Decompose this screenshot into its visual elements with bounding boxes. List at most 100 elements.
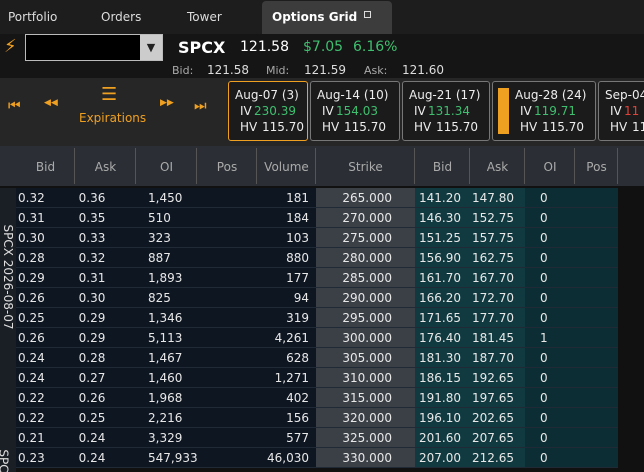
tab[interactable]: Options Grid <box>272 10 358 24</box>
cell[interactable]: 177.70 <box>472 311 514 325</box>
cell[interactable]: 147.80 <box>472 191 514 205</box>
cell[interactable]: 0.24 <box>78 431 106 445</box>
cell[interactable]: 5,113 <box>148 331 183 345</box>
cell[interactable]: 0.22 <box>18 411 45 425</box>
cell[interactable]: 0.21 <box>18 431 45 445</box>
cell[interactable]: 166.20 <box>419 291 461 305</box>
cell[interactable]: 167.70 <box>472 271 514 285</box>
cell[interactable]: 177 <box>286 271 309 285</box>
cell[interactable]: 0.33 <box>78 231 106 245</box>
cell[interactable]: 0.26 <box>18 331 45 345</box>
cell[interactable]: 0 <box>540 291 548 305</box>
cell[interactable]: 4,261 <box>274 331 309 345</box>
cell[interactable]: 0 <box>540 391 548 405</box>
cell[interactable]: 156.90 <box>419 251 461 265</box>
cell[interactable]: 0.29 <box>78 311 106 325</box>
cell[interactable]: 295.000 <box>342 311 392 325</box>
cell[interactable]: 157.75 <box>472 231 514 245</box>
cell[interactable]: 1,271 <box>274 371 309 385</box>
cell[interactable]: 325.000 <box>342 431 392 445</box>
cell[interactable]: 0.24 <box>18 351 45 365</box>
cell[interactable]: 0 <box>540 211 548 225</box>
cell[interactable]: 162.75 <box>472 251 514 265</box>
cell[interactable]: 323 <box>148 231 171 245</box>
cell[interactable]: 201.60 <box>419 431 461 445</box>
next-button[interactable]: ▶▶ <box>160 98 174 108</box>
cell[interactable]: 0.24 <box>18 371 45 385</box>
cell[interactable]: 181.45 <box>472 331 514 345</box>
cell[interactable]: 330.000 <box>342 451 392 465</box>
cell[interactable]: 0 <box>540 411 548 425</box>
cell[interactable]: 0.30 <box>78 291 106 305</box>
cell[interactable]: 0 <box>540 191 548 205</box>
cell[interactable]: 187.70 <box>472 351 514 365</box>
cell[interactable]: 320.000 <box>342 411 392 425</box>
dropdown-button[interactable]: ▼ <box>140 35 162 60</box>
cell[interactable]: 1,893 <box>148 271 183 285</box>
cell[interactable]: 547,933 <box>148 451 198 465</box>
cell[interactable]: 191.80 <box>419 391 461 405</box>
expiry-card[interactable]: Aug-07 (3) IV 230.39 HV 115.70 <box>228 81 308 141</box>
cell[interactable]: 510 <box>148 211 171 225</box>
cell[interactable]: 280.000 <box>342 251 392 265</box>
cell[interactable]: 161.70 <box>419 271 461 285</box>
cell[interactable]: 0.35 <box>78 211 106 225</box>
tab[interactable]: Tower <box>187 10 222 24</box>
cell[interactable]: 0.23 <box>18 451 45 465</box>
cell[interactable]: 0 <box>540 431 548 445</box>
cell[interactable]: 0.32 <box>78 251 106 265</box>
cell[interactable]: 0.30 <box>18 231 45 245</box>
cell[interactable]: 207.65 <box>472 431 514 445</box>
cell[interactable]: 0 <box>540 351 548 365</box>
cell[interactable]: 0.32 <box>18 191 45 205</box>
cell[interactable]: 0.26 <box>78 391 106 405</box>
cell[interactable]: 212.65 <box>472 451 514 465</box>
cell[interactable]: 285.000 <box>342 271 392 285</box>
cell[interactable]: 146.30 <box>419 211 461 225</box>
cell[interactable]: 2,216 <box>148 411 183 425</box>
cell[interactable]: 0 <box>540 251 548 265</box>
cell[interactable]: 0.25 <box>78 411 106 425</box>
cell[interactable]: 152.75 <box>472 211 514 225</box>
cell[interactable]: 880 <box>286 251 309 265</box>
cell[interactable]: 0 <box>540 451 548 465</box>
tab[interactable]: Orders <box>101 10 142 24</box>
cell[interactable]: 275.000 <box>342 231 392 245</box>
cell[interactable]: 0.31 <box>78 271 106 285</box>
cell[interactable]: 1 <box>540 331 548 345</box>
cell[interactable]: 0.26 <box>18 291 45 305</box>
cell[interactable]: 151.25 <box>419 231 461 245</box>
cell[interactable]: 577 <box>286 431 309 445</box>
cell[interactable]: 0.22 <box>18 391 45 405</box>
cell[interactable]: 1,460 <box>148 371 183 385</box>
expiry-card[interactable]: Sep-04IV11HV11 <box>598 81 644 141</box>
cell[interactable]: 3,329 <box>148 431 183 445</box>
prev-button[interactable]: ◀◀ <box>44 98 58 108</box>
cell[interactable]: 1,968 <box>148 391 183 405</box>
cell[interactable]: 181 <box>286 191 309 205</box>
cell[interactable]: 0 <box>540 231 548 245</box>
cell[interactable]: 192.65 <box>472 371 514 385</box>
cell[interactable]: 0.25 <box>18 311 45 325</box>
cell[interactable]: 94 <box>293 291 309 305</box>
cell[interactable]: 300.000 <box>342 331 392 345</box>
cell[interactable]: 171.65 <box>419 311 461 325</box>
cell[interactable]: 315.000 <box>342 391 392 405</box>
cell[interactable]: 196.10 <box>419 411 461 425</box>
cell[interactable]: 0.27 <box>78 371 106 385</box>
expiry-card[interactable]: Aug-21 (17) IV 131.34 HV 115.70 <box>402 81 490 141</box>
cell[interactable]: 628 <box>286 351 309 365</box>
last-button[interactable]: ⏭ <box>194 98 207 114</box>
expirations-label[interactable]: Expirations <box>79 111 147 125</box>
cell[interactable]: 0.36 <box>78 191 106 205</box>
cell[interactable]: 141.20 <box>419 191 461 205</box>
first-button[interactable]: ⏮ <box>8 98 21 114</box>
cell[interactable]: 1,450 <box>148 191 183 205</box>
tab[interactable]: Portfolio <box>8 10 58 24</box>
cell[interactable]: 0.29 <box>78 331 106 345</box>
expiry-card[interactable]: Aug-14 (10) IV 154.03 HV 115.70 <box>310 81 400 141</box>
cell[interactable]: 186.15 <box>419 371 461 385</box>
cell[interactable]: 1,467 <box>148 351 183 365</box>
cell[interactable]: 1,346 <box>148 311 183 325</box>
cell[interactable]: 156 <box>286 411 309 425</box>
